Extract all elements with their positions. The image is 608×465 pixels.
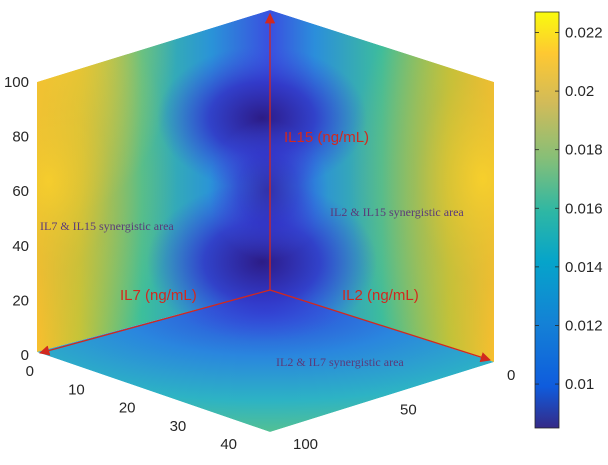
colorbar-tick-label: 0.012 <box>565 317 603 334</box>
colorbar-tick-label: 0.022 <box>565 25 603 42</box>
z-tick-label: 80 <box>12 129 29 146</box>
y-tick-label: 50 <box>400 402 417 419</box>
z-tick-label: 40 <box>12 238 29 255</box>
il7-il15-area-label: IL7 & IL15 synergistic area <box>40 219 174 233</box>
y-tick-label: 0 <box>507 367 515 384</box>
il2-il7-area-label: IL2 & IL7 synergistic area <box>276 355 404 369</box>
colorbar-tick-label: 0.014 <box>565 259 603 276</box>
x-tick-label: 20 <box>119 400 136 417</box>
colorbar-gradient <box>534 11 560 429</box>
z-tick-label: 60 <box>12 183 29 200</box>
y-axis-ticks: 0 50 100 <box>293 367 515 453</box>
il7-axis-label: IL7 (ng/mL) <box>120 287 197 304</box>
x-axis-ticks: 0 10 20 30 40 <box>26 363 237 453</box>
colorbar-tick-label: 0.018 <box>565 142 603 159</box>
colorbar-tick-label: 0.02 <box>565 83 594 100</box>
colorbar-tick-label: 0.016 <box>565 200 603 217</box>
il2-axis-arrow <box>269 289 491 363</box>
z-tick-label: 0 <box>21 347 29 364</box>
x-tick-label: 10 <box>68 381 85 398</box>
il15-axis-label: IL15 (ng/mL) <box>284 129 369 146</box>
low-value-region-mid <box>208 120 328 260</box>
z-axis-ticks: 0 20 40 60 80 100 <box>4 74 29 364</box>
x-tick-label: 0 <box>26 363 34 380</box>
il7-axis-arrow <box>38 289 271 356</box>
colorbar-ticks: 0.01 0.012 0.014 0.016 0.018 0.02 0.022 <box>535 25 603 393</box>
il-axes <box>38 12 491 363</box>
z-tick-label: 100 <box>4 74 29 91</box>
x-tick-label: 40 <box>220 436 237 453</box>
z-tick-label: 20 <box>12 292 29 309</box>
cube-faces <box>37 10 494 432</box>
il2-il15-area-label: IL2 & IL15 synergistic area <box>330 205 464 219</box>
colorbar: 0.01 0.012 0.014 0.016 0.018 0.02 0.022 <box>534 11 603 429</box>
colorbar-tick-label: 0.01 <box>565 376 594 393</box>
y-tick-label: 100 <box>293 436 318 453</box>
il2-axis-label: IL2 (ng/mL) <box>342 287 419 304</box>
x-tick-label: 30 <box>170 418 187 435</box>
